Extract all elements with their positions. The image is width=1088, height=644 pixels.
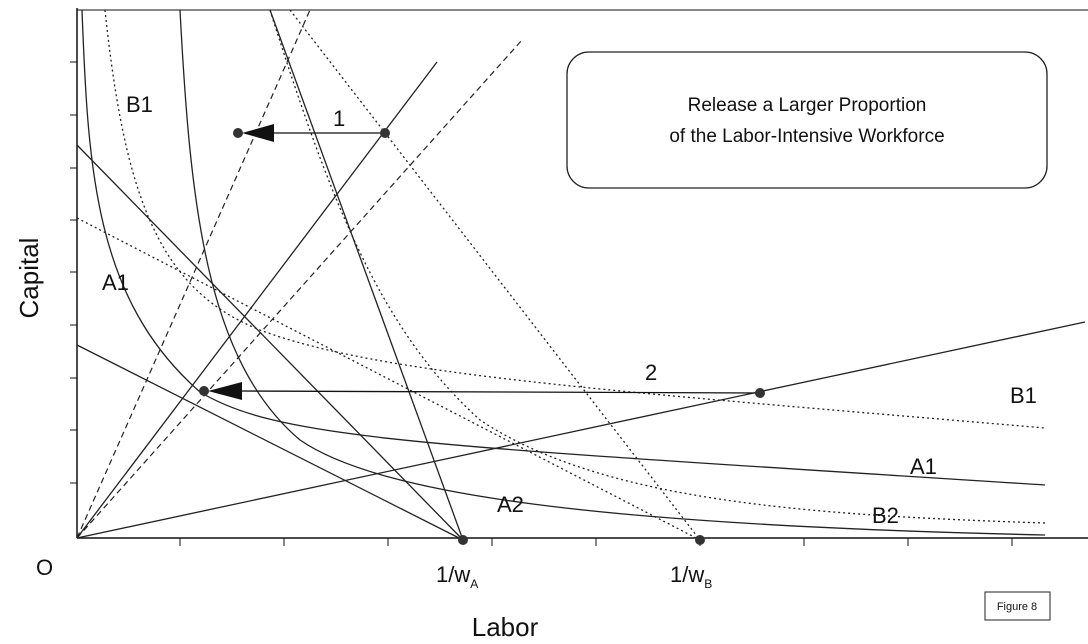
- callout-line: Release a Larger Proportion: [688, 95, 927, 116]
- isoquant-b1: [104, 9, 1046, 429]
- isocost-a3: [269, 9, 464, 541]
- x-ticks: [179, 538, 1013, 546]
- point: [458, 535, 468, 545]
- curve-label: B1: [126, 92, 153, 117]
- isocost-b2: [289, 9, 701, 541]
- arrowhead-2: [208, 382, 242, 400]
- figure-label-box: [984, 591, 1051, 621]
- curve-label: A2: [497, 492, 524, 517]
- axes: [70, 8, 1088, 546]
- ray-solid-1: [76, 61, 438, 539]
- isocost-a1: [76, 144, 464, 541]
- origin-label: O: [36, 555, 53, 580]
- curve-label: A1: [910, 454, 937, 479]
- point: [380, 128, 390, 138]
- arrows: [199, 124, 765, 545]
- ray-solid-2: [76, 321, 1086, 539]
- point: [199, 386, 209, 396]
- point: [695, 535, 705, 545]
- point: [755, 388, 765, 398]
- figure-label: Figure 8: [997, 601, 1037, 613]
- callout-line: of the Labor-Intensive Workforce: [669, 126, 944, 147]
- intercept-label: 1/wB: [670, 562, 712, 591]
- callout-box: [566, 51, 1048, 189]
- intercept-label: 1/wA: [436, 562, 478, 591]
- x-axis-label: Labor: [472, 612, 539, 642]
- isocost-a2: [76, 344, 464, 541]
- curve-label: A1: [102, 270, 129, 295]
- arrowhead-1: [242, 124, 274, 142]
- isocost-b: [76, 217, 701, 541]
- isoquant-a2: [179, 9, 1046, 536]
- ray-dashed-2: [76, 39, 523, 539]
- y-axis-label: Capital: [14, 238, 44, 319]
- ray-dashed-1: [76, 9, 311, 539]
- arrow-label: 2: [645, 360, 657, 385]
- curve-label: B1: [1010, 383, 1037, 408]
- curves: [76, 9, 1086, 541]
- point: [233, 128, 243, 138]
- arrow-2: [239, 390, 761, 394]
- curve-label: B2: [872, 503, 899, 528]
- isoquant-b2: [269, 9, 1046, 524]
- arrow-label: 1: [333, 106, 345, 131]
- y-ticks: [70, 61, 77, 484]
- isoquant-a1: [81, 9, 1046, 486]
